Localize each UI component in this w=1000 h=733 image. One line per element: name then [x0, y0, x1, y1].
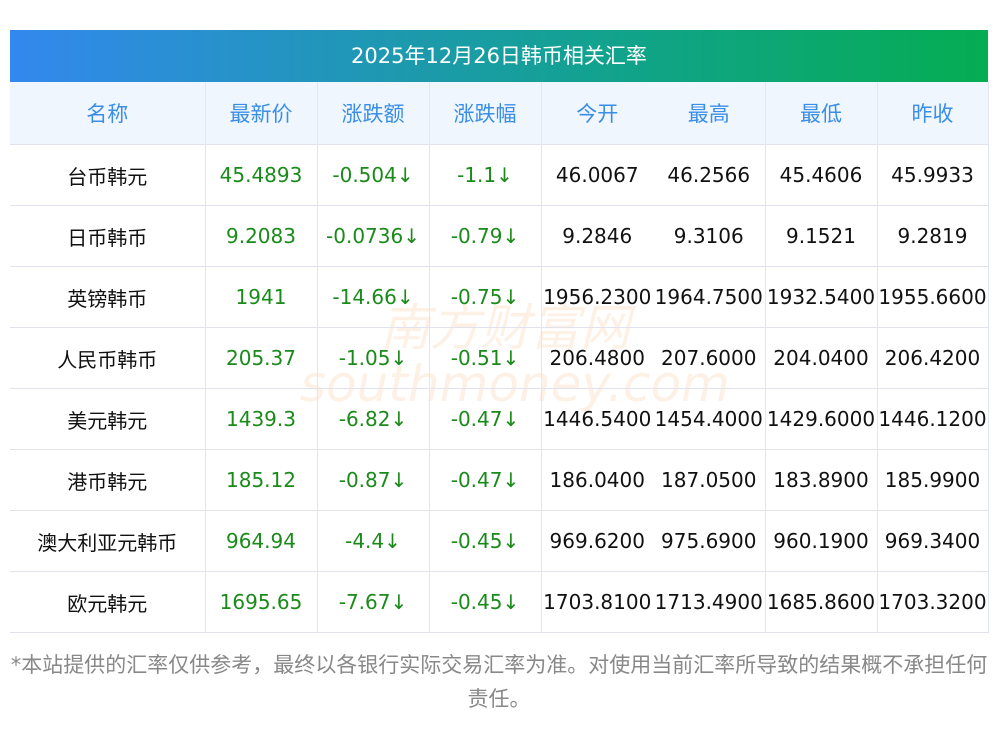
rate-cell: -6.82↓	[317, 388, 430, 450]
column-header: 昨收	[877, 82, 989, 145]
rate-cell: 1941	[205, 266, 318, 328]
rate-cell: 969.3400	[877, 510, 989, 572]
column-header: 最新价	[205, 82, 318, 145]
rate-cell: 204.0400	[765, 327, 878, 389]
rate-cell: 186.0400	[541, 449, 653, 511]
table-row: 日币韩币 9.2083 -0.0736↓ -0.79↓ 9.2846 9.3106 9.15…	[10, 205, 989, 267]
rate-cell: 206.4800	[541, 327, 653, 389]
rate-cell: -0.45↓	[429, 510, 542, 572]
table-row: 港币韩元 185.12 -0.87↓ -0.47↓ 186.0400 187.0500 18…	[10, 449, 989, 511]
rate-cell: 1932.5400	[765, 266, 878, 328]
rate-cell: -4.4↓	[317, 510, 430, 572]
rate-cell: 9.2083	[205, 205, 318, 267]
currency-pair-name: 欧元韩元	[10, 571, 206, 633]
currency-pair-name: 港币韩元	[10, 449, 206, 511]
table-row: 人民币韩币 205.37 -1.05↓ -0.51↓ 206.4800 207.6000 2…	[10, 327, 989, 389]
column-header: 涨跌额	[317, 82, 430, 145]
rate-cell: -0.47↓	[429, 449, 542, 511]
rate-cell: 960.1900	[765, 510, 878, 572]
exchange-rate-table: 名称 最新价 涨跌额 涨跌幅 今开 最高 最低 昨收 台币韩元 45.4893 -0.504↓ -1…	[10, 82, 989, 633]
rate-cell: -0.87↓	[317, 449, 430, 511]
rate-cell: -7.67↓	[317, 571, 430, 633]
rate-cell: 9.2846	[541, 205, 653, 267]
page-title: 2025年12月26日韩币相关汇率	[10, 30, 988, 82]
rate-cell: 1703.3200	[877, 571, 989, 633]
column-header: 最低	[765, 82, 878, 145]
rate-cell: -0.79↓	[429, 205, 542, 267]
currency-pair-name: 英镑韩币	[10, 266, 206, 328]
rate-cell: 185.12	[205, 449, 318, 511]
currency-pair-name: 日币韩币	[10, 205, 206, 267]
rate-cell: 1956.2300	[541, 266, 653, 328]
rate-cell: 1703.8100	[541, 571, 653, 633]
rate-cell: 964.94	[205, 510, 318, 572]
rate-cell: 46.2566	[653, 144, 766, 206]
rate-cell: 46.0067	[541, 144, 653, 206]
rate-cell: -0.75↓	[429, 266, 542, 328]
rate-cell: 45.4893	[205, 144, 318, 206]
rate-cell: 1446.1200	[877, 388, 989, 450]
currency-pair-name: 台币韩元	[10, 144, 206, 206]
rate-cell: 1955.6600	[877, 266, 989, 328]
table-row: 美元韩元 1439.3 -6.82↓ -0.47↓ 1446.5400 1454.4000…	[10, 388, 989, 450]
rate-cell: 183.8900	[765, 449, 878, 511]
rate-cell: -0.504↓	[317, 144, 430, 206]
column-header: 名称	[10, 82, 206, 145]
rate-cell: 45.4606	[765, 144, 878, 206]
rate-cell: -0.51↓	[429, 327, 542, 389]
disclaimer-note: *本站提供的汇率仅供参考，最终以各银行实际交易汇率为准。对使用当前汇率所导致的结…	[10, 653, 988, 711]
rate-cell: 9.1521	[765, 205, 878, 267]
rate-cell: -0.0736↓	[317, 205, 430, 267]
currency-pair-name: 美元韩元	[10, 388, 206, 450]
rate-cell: 1964.7500	[653, 266, 766, 328]
column-header: 涨跌幅	[429, 82, 542, 145]
rate-cell: -1.1↓	[429, 144, 542, 206]
rate-cell: 969.6200	[541, 510, 653, 572]
rate-cell: 207.6000	[653, 327, 766, 389]
rate-cell: 185.9900	[877, 449, 989, 511]
rate-cell: 1713.4900	[653, 571, 766, 633]
rate-cell: -1.05↓	[317, 327, 430, 389]
rate-cell: 45.9933	[877, 144, 989, 206]
rate-cell: 1439.3	[205, 388, 318, 450]
table-row: 澳大利亚元韩币 964.94 -4.4↓ -0.45↓ 969.6200 975.6900…	[10, 510, 989, 572]
rate-cell: 205.37	[205, 327, 318, 389]
column-header: 最高	[653, 82, 766, 145]
rate-cell: 975.6900	[653, 510, 766, 572]
rate-cell: 9.3106	[653, 205, 766, 267]
rate-cell: 187.0500	[653, 449, 766, 511]
rate-cell: -0.45↓	[429, 571, 542, 633]
rate-cell: 1685.8600	[765, 571, 878, 633]
rate-cell: 1695.65	[205, 571, 318, 633]
currency-pair-name: 澳大利亚元韩币	[10, 510, 206, 572]
table-row: 英镑韩币 1941 -14.66↓ -0.75↓ 1956.2300 1964.7500 1…	[10, 266, 989, 328]
rate-cell: 206.4200	[877, 327, 989, 389]
rate-cell: -0.47↓	[429, 388, 542, 450]
rate-cell: 1454.4000	[653, 388, 766, 450]
rate-cell: -14.66↓	[317, 266, 430, 328]
table-row: 台币韩元 45.4893 -0.504↓ -1.1↓ 46.0067 46.2566 45.…	[10, 144, 989, 206]
rate-cell: 9.2819	[877, 205, 989, 267]
currency-pair-name: 人民币韩币	[10, 327, 206, 389]
rate-cell: 1429.6000	[765, 388, 878, 450]
rate-cell: 1446.5400	[541, 388, 653, 450]
column-header: 今开	[541, 82, 653, 145]
table-row: 欧元韩元 1695.65 -7.67↓ -0.45↓ 1703.8100 1713.490…	[10, 571, 989, 633]
